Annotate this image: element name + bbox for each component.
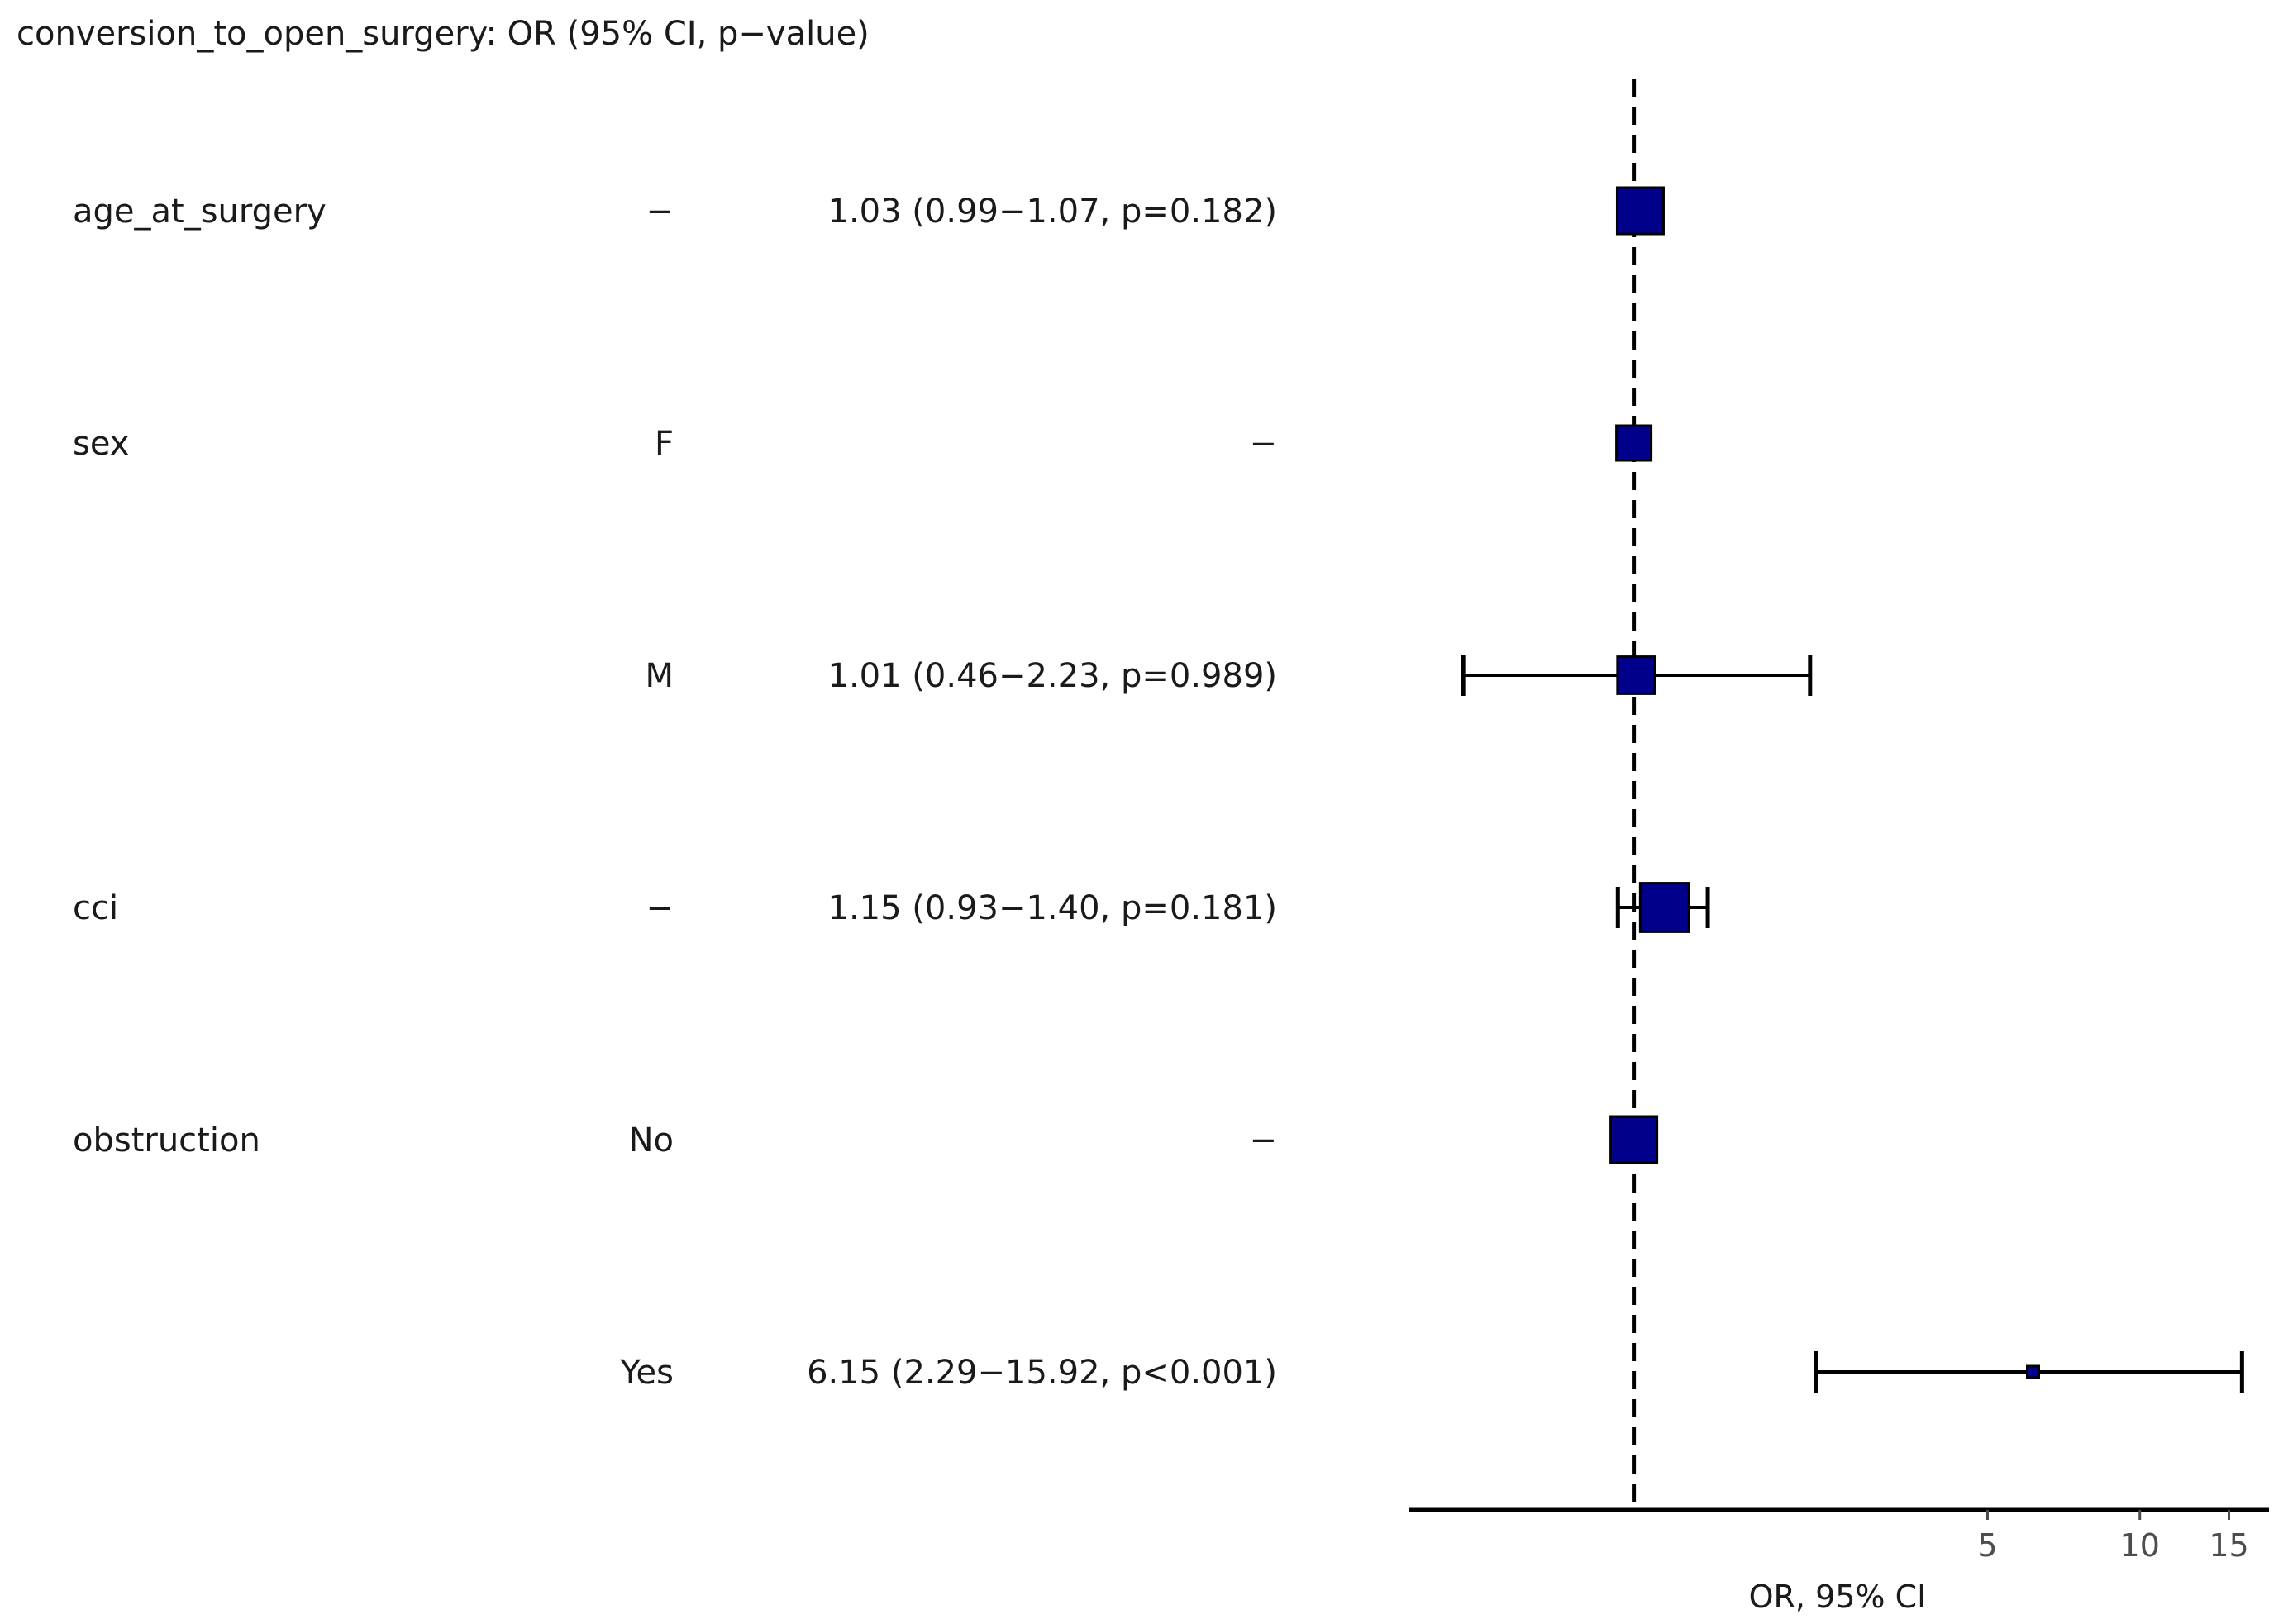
- row-variable: age_at_surgery: [73, 193, 327, 231]
- row-level: F: [655, 425, 674, 463]
- row-level: −: [646, 889, 674, 927]
- estimate-box: [2026, 1364, 2041, 1379]
- estimate-box: [1638, 882, 1690, 933]
- row-level: −: [646, 193, 674, 231]
- x-tick-label: 5: [1977, 1527, 1997, 1564]
- row-level: M: [645, 657, 674, 695]
- estimate-box: [1615, 186, 1665, 236]
- estimate-box: [1616, 655, 1656, 695]
- row-level: Yes: [619, 1354, 674, 1392]
- x-tick-label: 15: [2209, 1527, 2248, 1564]
- chart-title: conversion_to_open_surgery: OR (95% CI, …: [17, 15, 870, 53]
- x-tick-label: 10: [2120, 1527, 2160, 1564]
- plot-area: 5 10 15: [1409, 79, 2269, 1564]
- row-estimate-label: −: [1249, 425, 1277, 463]
- row-variable: sex: [73, 425, 129, 463]
- row-estimate-label: −: [1249, 1122, 1277, 1160]
- row-level: No: [629, 1122, 674, 1160]
- row-estimate-label: 1.15 (0.93−1.40, p=0.181): [828, 889, 1277, 927]
- row-estimate-label: 6.15 (2.29−15.92, p<0.001): [807, 1354, 1277, 1392]
- row-variable: obstruction: [73, 1122, 260, 1160]
- x-axis-title: OR, 95% CI: [1749, 1579, 1927, 1615]
- row-variable: cci: [73, 889, 118, 927]
- table-rows: age_at_surgery − 1.03 (0.99−1.07, p=0.182)…: [73, 193, 1277, 1392]
- estimate-box: [1609, 1115, 1659, 1164]
- row-estimate-label: 1.01 (0.46−2.23, p=0.989): [828, 657, 1277, 695]
- estimate-box: [1615, 424, 1653, 462]
- row-estimate-label: 1.03 (0.99−1.07, p=0.182): [828, 193, 1277, 231]
